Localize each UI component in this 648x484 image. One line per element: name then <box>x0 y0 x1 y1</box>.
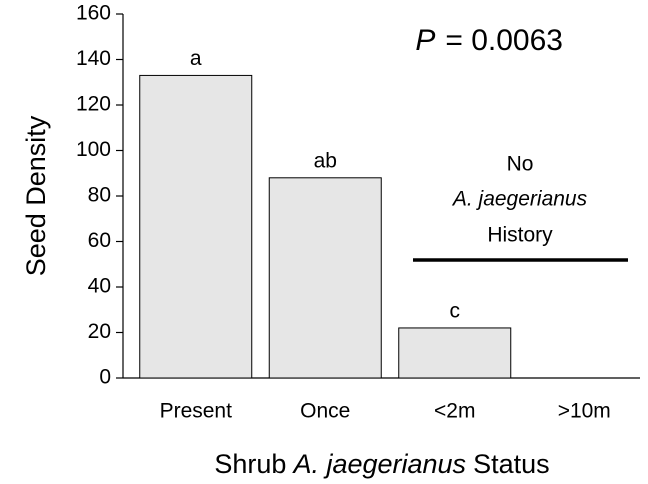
significance-letter: c <box>450 299 461 322</box>
y-tick-label: 160 <box>76 2 111 25</box>
y-tick-label: 0 <box>99 366 111 389</box>
history-note: No <box>507 153 534 176</box>
x-title-part: A. jaegerianus <box>291 449 466 479</box>
significance-letter: ab <box>314 149 337 172</box>
y-tick-label: 40 <box>88 275 111 298</box>
x-tick-label: <2m <box>434 400 475 423</box>
y-axis-title: Seed Density <box>21 115 51 276</box>
x-title-part: Shrub <box>214 449 286 479</box>
x-title-part: Status <box>473 449 550 479</box>
y-tick-label: 20 <box>88 320 111 343</box>
y-tick-label: 100 <box>76 138 111 161</box>
bar <box>268 177 382 379</box>
x-tick-label: Once <box>300 400 350 423</box>
p-symbol: P <box>415 24 435 57</box>
y-tick-label: 60 <box>88 229 111 252</box>
history-note: History <box>487 224 553 247</box>
p-value: = 0.0063 <box>445 24 563 57</box>
bar <box>139 74 253 379</box>
bar <box>398 327 512 379</box>
x-tick-label: >10m <box>558 400 611 423</box>
y-tick-label: 140 <box>76 47 111 70</box>
y-tick-label: 80 <box>88 184 111 207</box>
x-tick-label: Present <box>160 400 233 423</box>
x-axis-title: Shrub A. jaegerianus Status <box>214 449 549 479</box>
history-note: A. jaegerianus <box>451 188 588 211</box>
significance-letter: a <box>190 47 202 70</box>
y-tick-label: 120 <box>76 93 111 116</box>
p-value-annotation: P = 0.0063 <box>415 24 563 57</box>
